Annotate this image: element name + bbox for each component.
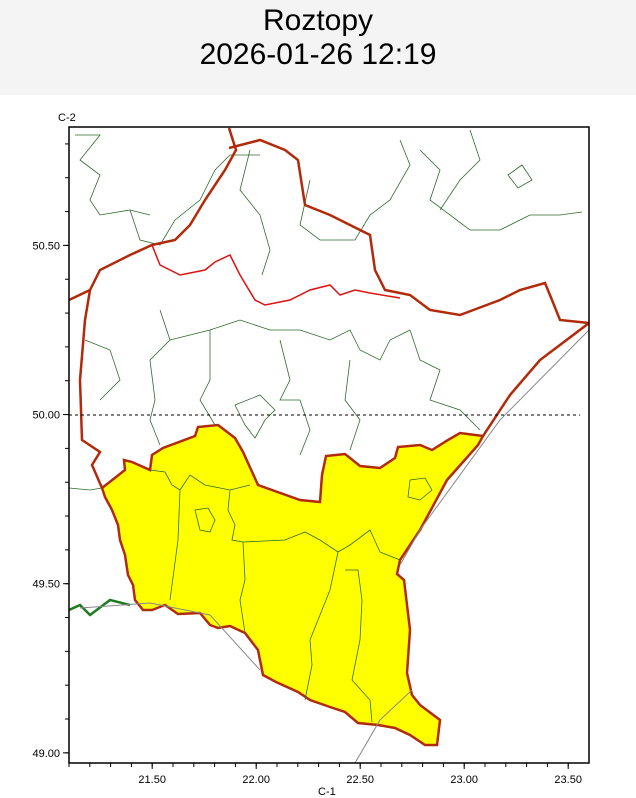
district-lines: [69, 129, 583, 723]
y-tick-label: 50.50: [32, 240, 60, 252]
map-header: Roztopy 2026-01-26 12:19: [0, 0, 636, 95]
x-tick-label: 23.50: [554, 774, 582, 786]
y-tick-label: 50.00: [32, 410, 60, 422]
y-tick-label: 49.00: [32, 748, 60, 760]
highlighted-region: [100, 423, 485, 747]
y-axis-label: C-2: [58, 112, 76, 124]
x-tick-label: 23.00: [450, 774, 478, 786]
inner-border: [151, 244, 401, 306]
x-tick-label: 22.50: [346, 774, 374, 786]
country-border: [69, 598, 131, 617]
reference-lines: [79, 329, 589, 763]
region-borders: [69, 127, 589, 489]
x-tick-label: 22.00: [242, 774, 270, 786]
y-tick-label: 49.50: [32, 579, 60, 591]
x-tick-label: 21.50: [138, 774, 166, 786]
plot-frame: [68, 126, 590, 764]
map-title: Roztopy: [262, 4, 374, 37]
map-datetime: 2026-01-26 12:19: [199, 38, 437, 71]
